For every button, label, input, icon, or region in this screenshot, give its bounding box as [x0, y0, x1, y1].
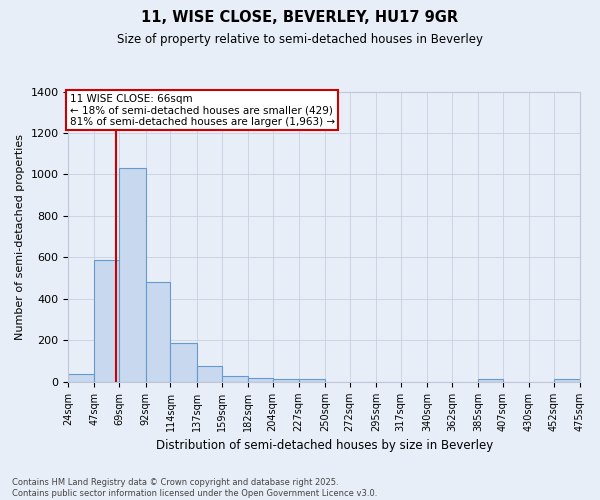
Bar [554, 379, 580, 382]
Text: 11 WISE CLOSE: 66sqm
← 18% of semi-detached houses are smaller (429)
81% of semi: 11 WISE CLOSE: 66sqm ← 18% of semi-detac… [70, 94, 335, 127]
Bar [197, 366, 221, 382]
Bar [248, 378, 272, 382]
Text: Size of property relative to semi-detached houses in Beverley: Size of property relative to semi-detach… [117, 32, 483, 46]
X-axis label: Distribution of semi-detached houses by size in Beverley: Distribution of semi-detached houses by … [155, 440, 493, 452]
Bar [146, 282, 170, 382]
Bar [170, 342, 197, 382]
Text: 11, WISE CLOSE, BEVERLEY, HU17 9GR: 11, WISE CLOSE, BEVERLEY, HU17 9GR [142, 10, 458, 25]
Bar [94, 260, 119, 382]
Bar [272, 379, 299, 382]
Y-axis label: Number of semi-detached properties: Number of semi-detached properties [15, 134, 25, 340]
Bar [299, 379, 325, 382]
Bar [68, 374, 94, 382]
Bar [478, 379, 503, 382]
Bar [221, 376, 248, 382]
Text: Contains HM Land Registry data © Crown copyright and database right 2025.
Contai: Contains HM Land Registry data © Crown c… [12, 478, 377, 498]
Bar [119, 168, 146, 382]
